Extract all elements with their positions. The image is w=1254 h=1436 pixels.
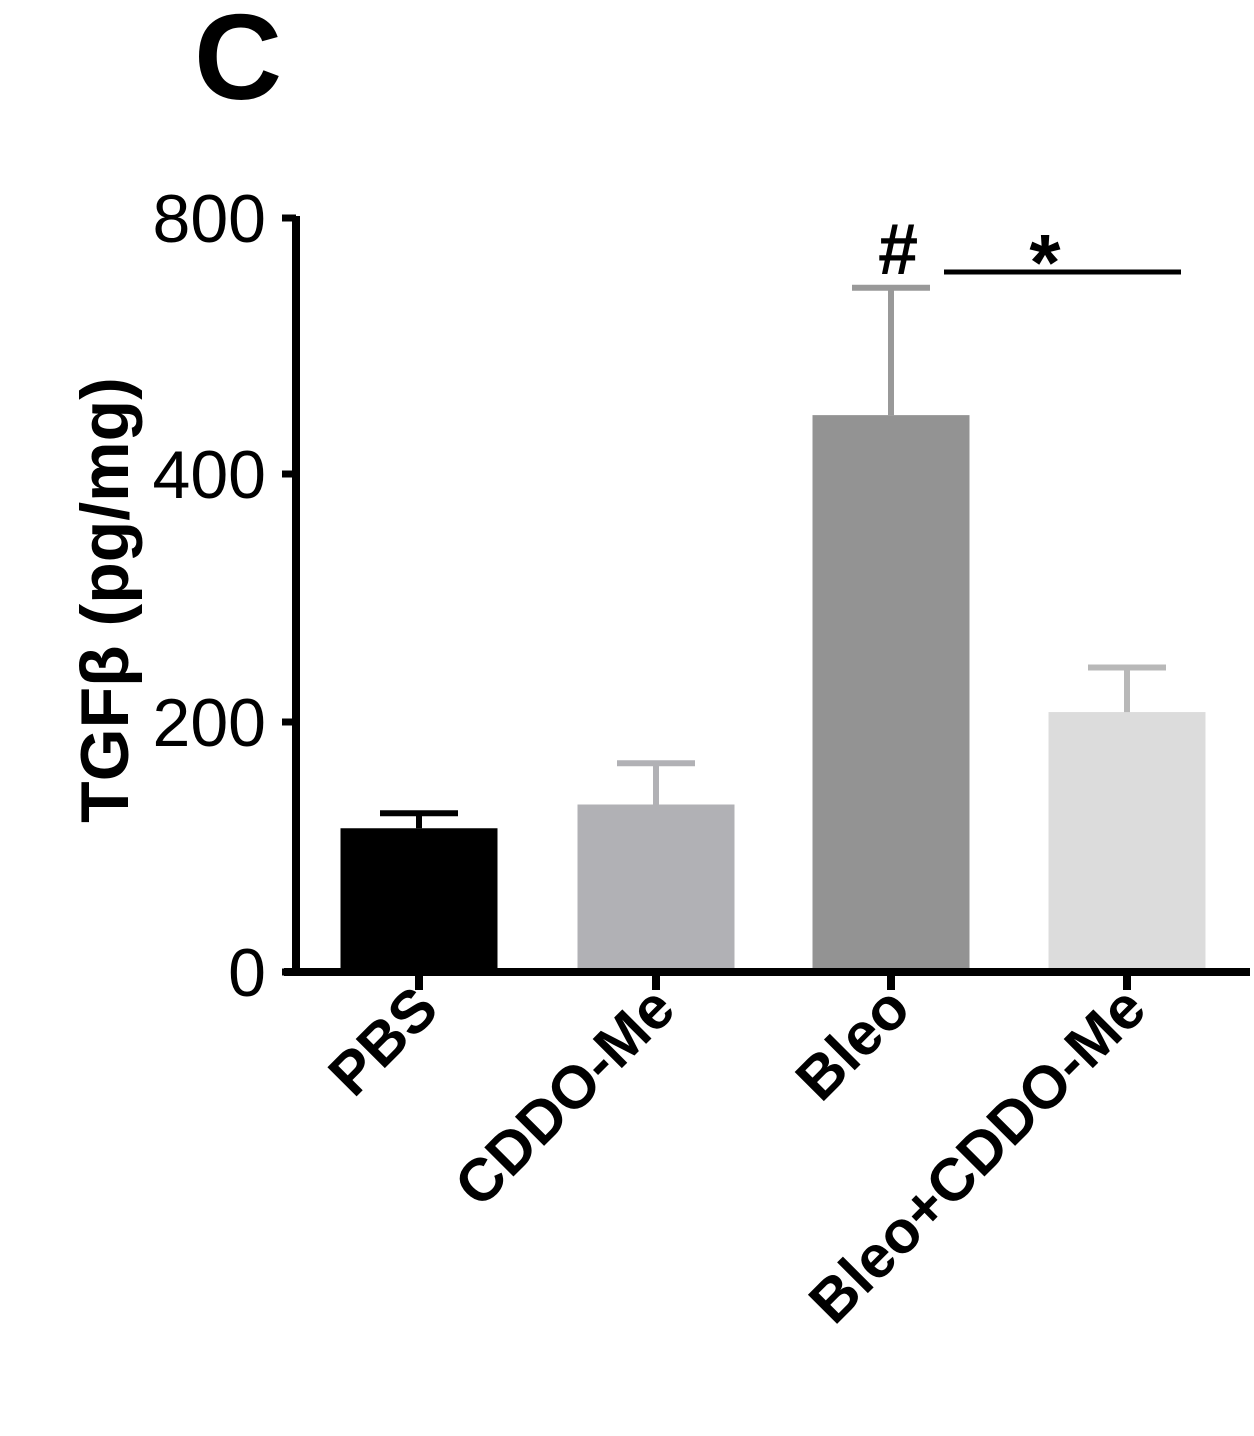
y-tick-label: 200	[153, 685, 266, 761]
error-bars-group	[380, 284, 1166, 829]
y-tick-label: 800	[153, 181, 266, 257]
bar-cddo-me	[577, 804, 735, 972]
x-tick-label: Bleo	[783, 974, 922, 1113]
x-axis	[284, 968, 1250, 990]
significance-hash: #	[877, 210, 917, 290]
bar-pbs	[340, 828, 498, 972]
bar-bleo	[812, 415, 970, 972]
significance-annotations: # *	[877, 210, 1181, 307]
panel-label: C	[194, 0, 282, 125]
y-axis-label: TGFβ (pg/mg)	[67, 377, 143, 823]
x-tick-label: CDDO-Me	[442, 974, 687, 1219]
bar-bleo-cddo-me	[1048, 712, 1206, 972]
bars-group	[340, 415, 1206, 972]
y-axis: 0 200 400 800	[153, 181, 300, 1011]
y-tick-label: 0	[228, 935, 266, 1011]
y-tick-label: 400	[153, 437, 266, 513]
x-tick-label: PBS	[316, 974, 451, 1109]
significance-asterisk: *	[1029, 218, 1061, 307]
